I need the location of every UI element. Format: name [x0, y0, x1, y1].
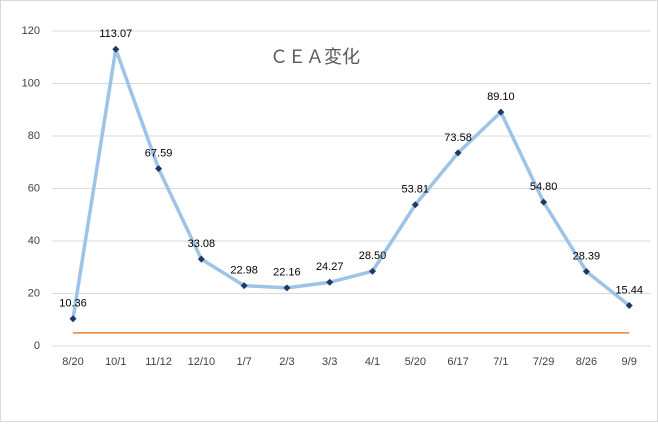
data-point	[197, 255, 205, 263]
data-label: 28.50	[359, 250, 387, 262]
data-point	[368, 267, 376, 275]
data-point	[240, 282, 248, 290]
y-tick-label: 120	[22, 25, 40, 37]
y-tick-label: 0	[34, 340, 40, 352]
x-tick-label: 12/10	[188, 356, 216, 368]
data-label: 54.80	[530, 181, 558, 193]
x-tick-label: 7/1	[493, 356, 508, 368]
data-label: 10.36	[59, 298, 87, 310]
data-point	[283, 284, 291, 292]
data-point	[112, 45, 120, 53]
x-tick-label: 11/12	[145, 356, 172, 368]
data-label: 22.98	[230, 265, 258, 277]
x-tick-label: 5/20	[405, 356, 426, 368]
data-label: 73.58	[444, 132, 472, 144]
x-tick-label: 4/1	[365, 356, 380, 368]
x-tick-label: 6/17	[447, 356, 468, 368]
chart-title: ＣＥＡ変化	[270, 47, 360, 67]
data-point	[625, 301, 633, 309]
x-tick-label: 3/3	[322, 356, 337, 368]
data-label: 15.44	[615, 284, 643, 296]
data-label: 89.10	[487, 91, 515, 103]
y-tick-label: 60	[28, 182, 40, 194]
data-point	[454, 149, 462, 157]
data-point	[540, 198, 548, 206]
y-tick-label: 20	[28, 287, 40, 299]
data-label: 24.27	[316, 261, 344, 273]
data-label: 28.39	[573, 250, 601, 262]
y-tick-label: 80	[28, 130, 40, 142]
x-tick-label: 10/1	[105, 356, 126, 368]
x-tick-label: 8/26	[576, 356, 597, 368]
data-point	[69, 315, 77, 323]
series-line	[71, 47, 631, 320]
x-tick-label: 7/29	[533, 356, 554, 368]
data-label: 22.16	[273, 267, 301, 279]
data-point	[497, 108, 505, 116]
data-label: 33.08	[188, 238, 216, 250]
data-label: 53.81	[402, 184, 430, 196]
x-tick-label: 8/20	[62, 356, 83, 368]
x-tick-label: 2/3	[279, 356, 294, 368]
y-tick-label: 40	[28, 235, 40, 247]
x-tick-label: 1/7	[236, 356, 251, 368]
y-tick-label: 100	[22, 77, 40, 89]
data-point	[326, 278, 334, 286]
data-point	[411, 201, 419, 209]
data-point	[155, 165, 163, 173]
data-label: 67.59	[145, 147, 173, 159]
data-point	[582, 267, 590, 275]
data-label: 113.07	[99, 28, 132, 40]
x-tick-label: 9/9	[622, 356, 637, 368]
